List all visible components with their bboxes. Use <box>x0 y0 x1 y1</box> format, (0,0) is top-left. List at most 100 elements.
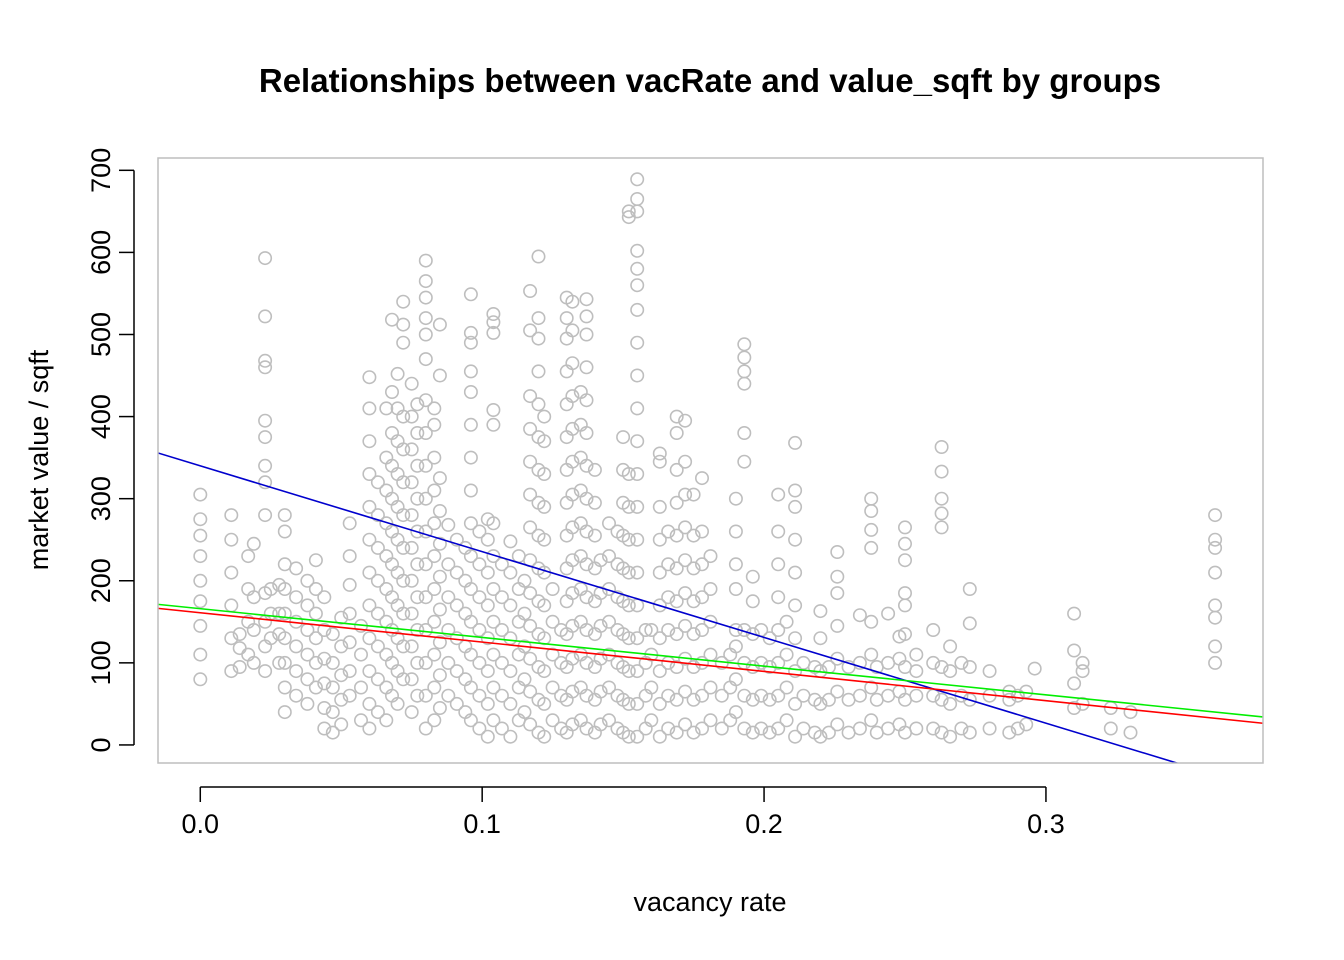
data-point <box>728 639 743 654</box>
data-point <box>193 672 208 687</box>
data-point <box>1010 688 1025 703</box>
data-point <box>652 631 667 646</box>
data-point <box>737 688 752 703</box>
data-point <box>565 389 580 404</box>
data-point <box>537 664 552 679</box>
data-point <box>1010 721 1025 736</box>
data-point <box>669 495 684 510</box>
data-point <box>480 598 495 613</box>
data-point <box>737 425 752 440</box>
data-point <box>630 243 645 258</box>
data-point <box>943 639 958 654</box>
data-point <box>342 577 357 592</box>
data-point <box>463 516 478 531</box>
data-point <box>289 639 304 654</box>
data-point <box>788 631 803 646</box>
data-point <box>362 434 377 449</box>
data-point <box>686 659 701 674</box>
data-point <box>308 553 323 568</box>
data-point <box>630 466 645 481</box>
data-point <box>565 717 580 732</box>
data-point <box>537 729 552 744</box>
data-point <box>926 655 941 670</box>
data-point <box>678 520 693 535</box>
data-point <box>821 725 836 740</box>
data-point <box>1208 655 1223 670</box>
data-point <box>579 721 594 736</box>
data-point <box>193 618 208 633</box>
data-point <box>897 520 912 535</box>
data-point <box>449 565 464 580</box>
data-point <box>193 512 208 527</box>
data-point <box>427 581 442 596</box>
data-point <box>728 705 743 720</box>
data-point <box>728 672 743 687</box>
data-point <box>362 370 377 385</box>
data-point <box>486 306 501 321</box>
data-point <box>531 331 546 346</box>
data-point <box>396 672 411 687</box>
data-point <box>788 696 803 711</box>
data-point <box>669 561 684 576</box>
data-point <box>463 713 478 728</box>
data-point <box>370 606 385 621</box>
data-point <box>830 717 845 732</box>
data-point <box>830 651 845 666</box>
data-point <box>909 664 924 679</box>
data-point <box>517 573 532 588</box>
data-point <box>410 590 425 605</box>
data-point <box>441 517 456 532</box>
data-point <box>638 622 653 637</box>
data-point <box>762 631 777 646</box>
data-point <box>1067 606 1082 621</box>
data-point <box>1208 639 1223 654</box>
data-point <box>523 618 538 633</box>
data-point <box>370 475 385 490</box>
data-point <box>537 696 552 711</box>
data-point <box>652 499 667 514</box>
regression-line-3 <box>158 603 1263 718</box>
data-point <box>342 549 357 564</box>
plot-box <box>157 157 1264 764</box>
data-point <box>427 647 442 662</box>
data-point <box>813 631 828 646</box>
data-point <box>630 729 645 744</box>
data-point <box>472 622 487 637</box>
data-point <box>788 483 803 498</box>
data-point <box>669 659 684 674</box>
data-point <box>579 688 594 703</box>
data-point <box>480 696 495 711</box>
data-point <box>342 664 357 679</box>
data-point <box>472 721 487 736</box>
data-point <box>517 606 532 621</box>
y-tick-label: 600 <box>86 230 116 275</box>
data-point <box>432 569 447 584</box>
data-point <box>486 713 501 728</box>
data-point <box>694 557 709 572</box>
data-point <box>745 594 760 609</box>
data-point <box>362 721 377 736</box>
data-point <box>258 664 273 679</box>
data-point <box>384 312 399 327</box>
data-point <box>579 309 594 324</box>
data-point <box>630 261 645 276</box>
data-point <box>523 487 538 502</box>
data-point <box>1208 532 1223 547</box>
data-point <box>193 647 208 662</box>
data-point <box>565 294 580 309</box>
data-point <box>494 590 509 605</box>
data-point <box>813 604 828 619</box>
data-point <box>601 516 616 531</box>
data-point <box>593 684 608 699</box>
data-point <box>565 323 580 338</box>
data-point <box>503 565 518 580</box>
data-point <box>432 700 447 715</box>
data-point <box>686 487 701 502</box>
data-point <box>644 680 659 695</box>
data-point <box>830 544 845 559</box>
data-point <box>277 705 292 720</box>
data-point <box>909 688 924 703</box>
data-point <box>630 302 645 317</box>
data-point <box>754 721 769 736</box>
data-point <box>579 655 594 670</box>
